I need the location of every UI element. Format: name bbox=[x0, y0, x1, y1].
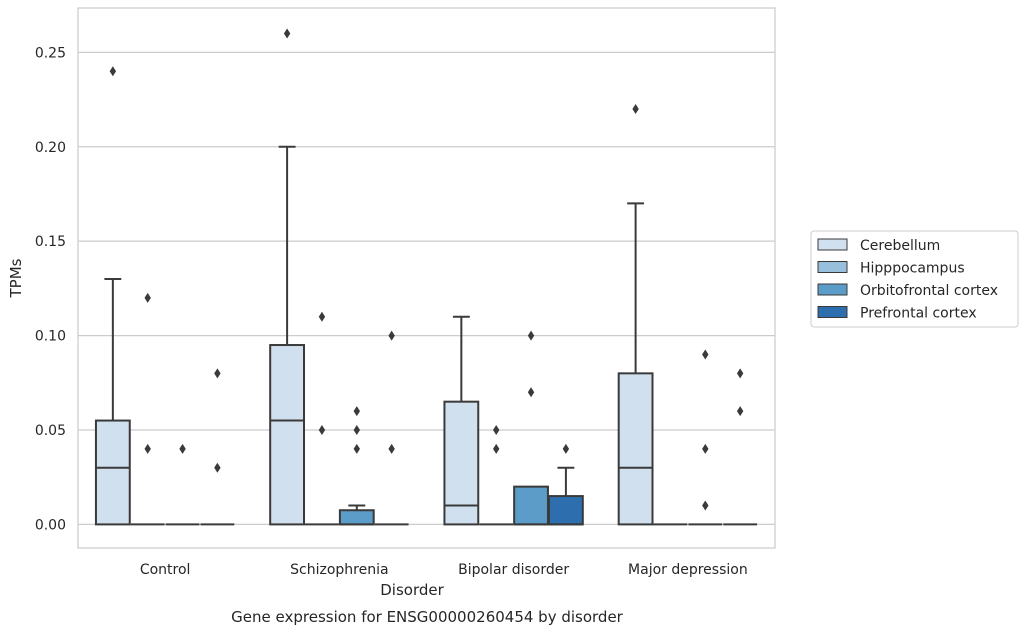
x-axis-ticks: Control Schizophrenia Bipolar disorder Majo… bbox=[140, 562, 748, 578]
box-rect bbox=[513, 485, 549, 526]
outlier-point bbox=[493, 443, 500, 454]
outlier-point bbox=[144, 292, 151, 303]
box-rect bbox=[269, 344, 306, 526]
outlier-point bbox=[702, 500, 709, 511]
y-tick-label: 0.25 bbox=[35, 45, 66, 61]
outlier-point bbox=[527, 330, 535, 341]
y-axis-label: TPMs bbox=[7, 258, 25, 298]
outlier-point bbox=[527, 387, 535, 398]
outlier-point bbox=[318, 311, 326, 322]
outlier-point bbox=[632, 104, 639, 115]
legend-swatch bbox=[817, 238, 848, 251]
box-hipppocampus bbox=[130, 292, 165, 526]
outlier-point bbox=[318, 424, 326, 435]
legend-swatch bbox=[817, 261, 848, 273]
legend-entry: Hipppocampus bbox=[860, 261, 965, 277]
box-orbitofrontal-cortex bbox=[165, 443, 200, 526]
box-prefrontal-cortex bbox=[547, 443, 584, 526]
y-tick-label: 0.05 bbox=[35, 423, 66, 439]
box-rect bbox=[547, 495, 584, 526]
outlier-point bbox=[179, 443, 186, 454]
y-tick-label: 0.00 bbox=[35, 517, 66, 533]
box-cerebellum bbox=[269, 28, 306, 526]
y-tick-label: 0.15 bbox=[35, 234, 66, 250]
outlier-point bbox=[562, 443, 570, 454]
outlier-point bbox=[388, 330, 395, 341]
box-series bbox=[94, 28, 758, 526]
x-tick-label: Major depression bbox=[628, 562, 748, 578]
x-axis-label: Disorder bbox=[380, 581, 444, 599]
box-hipppocampus bbox=[479, 424, 514, 526]
outlier-point bbox=[388, 443, 395, 454]
x-tick-label: Bipolar disorder bbox=[458, 562, 569, 578]
x-tick-label: Control bbox=[140, 562, 191, 578]
legend-entry: Orbitofrontal cortex bbox=[860, 283, 998, 299]
box-rect bbox=[443, 400, 480, 526]
box-prefrontal-cortex bbox=[200, 368, 235, 526]
box-prefrontal-cortex bbox=[723, 368, 758, 526]
box-orbitofrontal-cortex bbox=[513, 330, 549, 526]
box-cerebellum bbox=[443, 315, 480, 526]
outlier-point bbox=[214, 368, 221, 379]
y-tick-label: 0.20 bbox=[35, 140, 66, 156]
y-axis-ticks: 0.00 0.05 0.10 0.15 0.20 0.25 bbox=[35, 45, 66, 533]
outlier-point bbox=[736, 406, 744, 417]
box-cerebellum bbox=[94, 66, 131, 526]
y-tick-label: 0.10 bbox=[35, 329, 66, 345]
outlier-point bbox=[493, 424, 500, 435]
outlier-point bbox=[353, 406, 360, 417]
legend-entry: Cerebellum bbox=[860, 238, 940, 254]
outlier-point bbox=[214, 462, 221, 473]
outlier-point bbox=[353, 424, 360, 435]
outlier-point bbox=[283, 28, 291, 39]
box-orbitofrontal-cortex bbox=[338, 406, 375, 526]
outlier-point bbox=[736, 368, 744, 379]
legend-swatch bbox=[817, 306, 848, 318]
legend-swatch bbox=[817, 283, 848, 296]
chart-caption: Gene expression for ENSG00000260454 by d… bbox=[231, 608, 624, 626]
box-orbitofrontal-cortex bbox=[688, 349, 723, 526]
box-rect bbox=[338, 509, 375, 526]
x-tick-label: Schizophrenia bbox=[290, 562, 388, 578]
box-rect bbox=[617, 372, 654, 526]
outlier-point bbox=[353, 443, 360, 454]
legend: Cerebellum Hipppocampus Orbitofrontal cort… bbox=[810, 230, 1019, 328]
outlier-point bbox=[109, 66, 117, 77]
legend-entry: Prefrontal cortex bbox=[860, 306, 977, 322]
plot-area bbox=[78, 8, 775, 548]
box-hipppocampus bbox=[305, 311, 339, 526]
box-cerebellum bbox=[617, 104, 654, 526]
outlier-point bbox=[144, 443, 151, 454]
legend-frame bbox=[810, 230, 1019, 328]
plot-frame bbox=[77, 7, 776, 549]
box-rect bbox=[94, 419, 131, 526]
outlier-point bbox=[702, 443, 709, 454]
outlier-point bbox=[702, 349, 709, 360]
box-prefrontal-cortex bbox=[374, 330, 409, 526]
